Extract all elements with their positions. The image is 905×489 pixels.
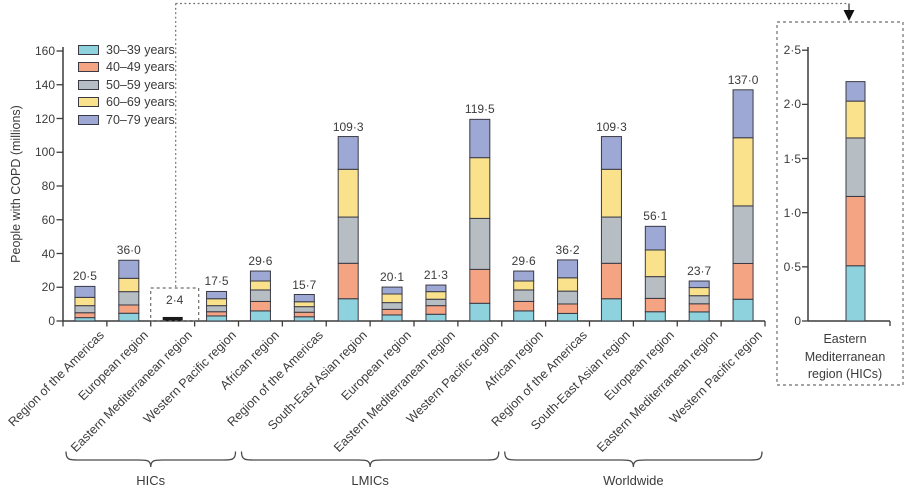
y-tick-label: 100 [34,145,55,160]
bar-segment [600,136,622,170]
bar-total-label: 21·3 [423,268,448,283]
legend-swatch-icon [78,114,99,125]
legend-item: 60–69 years [78,95,198,111]
legend-item-label: 40–49 years [106,60,175,75]
bar-total-label: 137·0 [727,72,759,87]
y-tick-label: 80 [41,179,55,193]
bar-total-label: 29·6 [248,254,273,269]
bar-segment [337,136,359,170]
bar-segment [425,284,447,293]
legend-item-label: 70–79 years [106,112,175,127]
y-tick-label: 140 [34,77,55,92]
bar-segment [469,118,491,159]
bar-segment [249,270,271,282]
bar-total-label: 17·5 [204,274,229,289]
bar-total-label: 29·6 [511,254,536,269]
legend-item-label: 60–69 years [106,95,175,110]
legend-item: 30–39 years [78,43,198,59]
legend-item-label: 50–59 years [106,77,175,92]
bar-total-label: 23·7 [687,264,712,278]
bar-total-label: 20·5 [72,269,97,284]
inset-category-label: Mediterranean [804,349,886,364]
bar-total-label: 15·7 [292,277,317,292]
group-label: HICs [136,473,166,488]
inset-y-tick-label: 1·5 [783,151,801,166]
bar-total-label: 36·2 [555,242,580,257]
y-tick-label: 20 [41,280,55,295]
callout-box [150,287,200,322]
legend-item: 40–49 years [78,60,198,76]
inset-box [776,21,904,386]
legend-item: 50–59 years [78,77,198,94]
group-brace [504,451,763,468]
callout-arrow-head [843,10,855,21]
bar-total-label: 2·4 [166,293,184,307]
bar-segment [513,270,535,282]
legend-swatch-icon [78,79,99,90]
inset-y-tick-label: 0·5 [783,259,801,274]
bar-segment [381,286,403,295]
y-tick-label: 40 [41,246,55,261]
inset-category-label: region (HICs) [807,367,883,381]
y-tick-label: 60 [41,212,55,227]
inset-y-tick-label: 0 [794,314,801,328]
bar-segment [644,225,666,251]
bar-segment [557,259,579,279]
group-label: LMICs [351,473,389,488]
bar-segment [74,285,96,298]
bar-segment [688,280,710,289]
bar-segment [206,290,228,300]
legend-swatch-icon [78,62,99,73]
bar-segment [118,259,140,279]
inset-y-tick-label: 2·0 [783,97,801,112]
group-brace [240,451,500,468]
group-brace [65,451,237,468]
inset-bar-segment [845,81,866,102]
bar-segment-black [162,316,183,321]
bar-total-label: 56·1 [643,209,668,224]
inset-y-tick-label: 2·5 [783,43,801,58]
bar-total-label: 109·3 [332,119,364,134]
legend-item-label: 30–39 years [106,43,175,57]
bar-total-label: 20·1 [380,270,405,285]
inset-y-tick-label: 1·0 [783,205,801,220]
bar-total-label: 109·3 [596,119,627,134]
y-tick-label: 120 [34,111,55,126]
legend-swatch-icon [78,45,99,55]
legend-item: 70–79 years [78,112,198,129]
y-tick-label: 0 [48,314,55,328]
y-tick-label: 160 [34,44,55,58]
inset-category-label: Eastern [823,332,867,346]
legend-swatch-icon [78,97,99,108]
group-label: Worldwide [603,473,664,488]
bar-segment [293,294,315,303]
bar-segment [732,89,754,139]
bar-total-label: 119·5 [464,102,495,117]
bar-total-label: 36·0 [116,243,141,258]
